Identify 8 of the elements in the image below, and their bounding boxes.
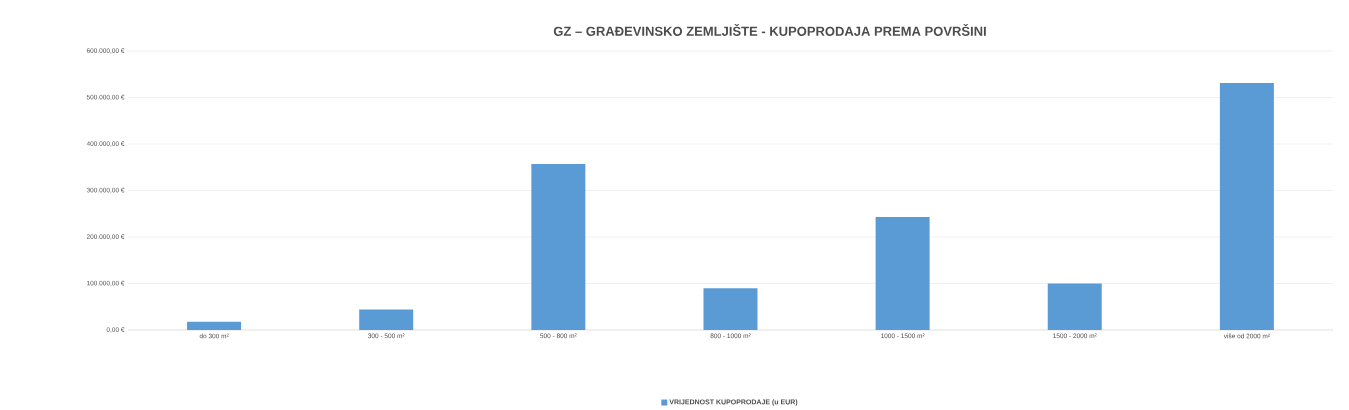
- chart-title: GZ – GRAĐEVINSKO ZEMLJIŠTE - KUPOPRODAJA PREMA POVRŠINI: [553, 24, 986, 36]
- bar: [1047, 283, 1102, 330]
- bar: [531, 163, 586, 330]
- bar: [1219, 83, 1274, 330]
- bar: [703, 288, 758, 330]
- bar: [875, 217, 930, 330]
- bar: [187, 321, 242, 330]
- bar: [359, 309, 414, 330]
